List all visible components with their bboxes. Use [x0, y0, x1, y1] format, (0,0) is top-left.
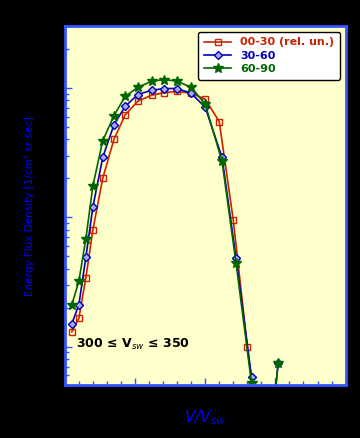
60-90: [234, 261, 238, 266]
30-60: [136, 92, 140, 97]
30-60: [203, 105, 207, 110]
00-30 (rel. un.): [150, 92, 154, 98]
00-30 (rel. un.): [84, 275, 88, 280]
Line: 60-90: 60-90: [67, 75, 283, 438]
Legend: 00-30 (rel. un.), 30-60, 60-90: 00-30 (rel. un.), 30-60, 60-90: [198, 32, 340, 80]
60-90: [162, 77, 167, 82]
60-90: [91, 183, 95, 188]
60-90: [123, 94, 127, 99]
60-90: [100, 138, 105, 144]
30-60: [91, 205, 95, 210]
00-30 (rel. un.): [123, 112, 127, 117]
60-90: [189, 85, 193, 90]
00-30 (rel. un.): [70, 329, 74, 335]
00-30 (rel. un.): [175, 89, 179, 94]
Y-axis label: Energy Flux Density [1/cm² sr sec]: Energy Flux Density [1/cm² sr sec]: [25, 116, 35, 296]
00-30 (rel. un.): [112, 137, 116, 142]
X-axis label: V/V$_{sw}$: V/V$_{sw}$: [184, 408, 226, 427]
60-90: [112, 113, 116, 118]
30-60: [123, 104, 127, 109]
30-60: [249, 374, 254, 380]
00-30 (rel. un.): [189, 91, 193, 96]
60-90: [203, 102, 207, 107]
60-90: [276, 360, 280, 365]
30-60: [234, 256, 238, 261]
30-60: [150, 88, 154, 93]
30-60: [189, 91, 193, 96]
30-60: [276, 360, 280, 365]
60-90: [249, 381, 254, 386]
30-60: [84, 254, 88, 260]
30-60: [220, 155, 224, 160]
60-90: [175, 78, 179, 84]
60-90: [70, 302, 74, 307]
00-30 (rel. un.): [77, 316, 81, 321]
Line: 00-30 (rel. un.): 00-30 (rel. un.): [69, 88, 311, 438]
60-90: [136, 85, 140, 90]
60-90: [84, 236, 88, 241]
30-60: [162, 86, 167, 91]
30-60: [70, 321, 74, 326]
Text: 300 ≤ V$_{sw}$ ≤ 350: 300 ≤ V$_{sw}$ ≤ 350: [76, 337, 190, 353]
00-30 (rel. un.): [203, 96, 207, 102]
00-30 (rel. un.): [245, 344, 249, 349]
00-30 (rel. un.): [136, 99, 140, 104]
60-90: [150, 78, 154, 84]
00-30 (rel. un.): [217, 119, 221, 124]
00-30 (rel. un.): [162, 90, 167, 95]
30-60: [112, 122, 116, 127]
00-30 (rel. un.): [231, 218, 235, 223]
60-90: [77, 279, 81, 284]
30-60: [77, 302, 81, 307]
00-30 (rel. un.): [91, 227, 95, 233]
60-90: [220, 159, 224, 164]
00-30 (rel. un.): [100, 176, 105, 181]
Line: 30-60: 30-60: [69, 86, 281, 438]
30-60: [100, 155, 105, 160]
30-60: [175, 86, 179, 91]
